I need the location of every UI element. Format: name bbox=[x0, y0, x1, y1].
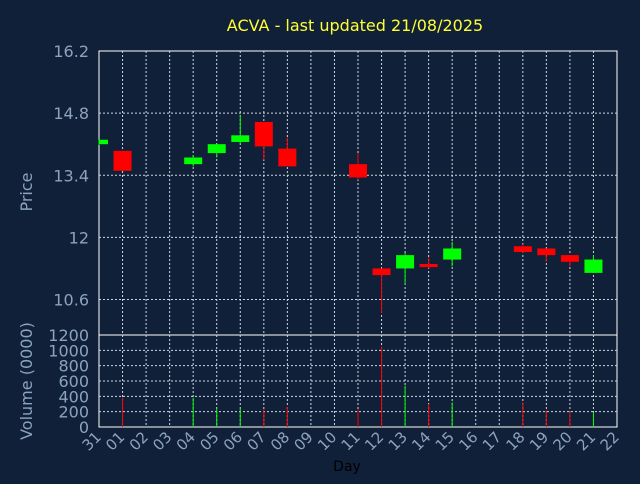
candle-body bbox=[184, 157, 203, 165]
candle-body bbox=[113, 150, 132, 171]
price-axis-label: Price bbox=[17, 172, 36, 211]
candle-body bbox=[419, 264, 438, 268]
volume-tick-label: 600 bbox=[58, 372, 89, 391]
x-tick-label: 08 bbox=[267, 428, 293, 454]
x-tick-label: 22 bbox=[597, 428, 623, 454]
candle-body bbox=[396, 255, 415, 269]
volume-tick-label: 400 bbox=[58, 387, 89, 406]
volume-tick-label: 0 bbox=[79, 418, 89, 437]
x-tick-label: 18 bbox=[502, 428, 528, 454]
candle-body bbox=[513, 246, 532, 253]
x-tick-label: 05 bbox=[196, 428, 222, 454]
volume-plot: 1200100080060040020003101020304050607080… bbox=[48, 326, 623, 454]
price-tick-label: 14.8 bbox=[53, 104, 89, 123]
price-plot: 16.2 14.8 13.4 12 10.6 bbox=[53, 42, 618, 336]
price-tick-label: 12 bbox=[69, 228, 89, 247]
x-tick-label: 11 bbox=[338, 428, 364, 454]
x-tick-label: 12 bbox=[361, 428, 387, 454]
candle-body bbox=[584, 259, 603, 273]
price-tick-label: 16.2 bbox=[53, 42, 89, 61]
x-tick-label: 14 bbox=[408, 428, 434, 454]
x-tick-label: 10 bbox=[314, 428, 340, 454]
candle-body bbox=[349, 164, 367, 178]
x-tick-label: 06 bbox=[220, 428, 246, 454]
candle-body bbox=[231, 135, 250, 142]
x-tick-label: 02 bbox=[126, 428, 152, 454]
candle-body bbox=[537, 248, 556, 256]
x-tick-label: 19 bbox=[526, 428, 552, 454]
candle-body bbox=[207, 144, 226, 154]
x-tick-label: 01 bbox=[102, 428, 128, 454]
x-tick-label: 13 bbox=[385, 428, 411, 454]
x-tick-label: 21 bbox=[573, 428, 599, 454]
volume-tick-label: 1000 bbox=[48, 341, 89, 360]
candle-body bbox=[560, 255, 579, 262]
candle-body bbox=[99, 139, 108, 145]
candle-body bbox=[372, 268, 391, 276]
x-tick-label: 15 bbox=[432, 428, 458, 454]
x-tick-label: 04 bbox=[173, 428, 199, 454]
x-tick-label: 09 bbox=[291, 428, 317, 454]
x-tick-label: 03 bbox=[149, 428, 175, 454]
volume-tick-label: 1200 bbox=[48, 326, 89, 345]
volume-tick-label: 200 bbox=[58, 403, 89, 422]
x-axis-label: Day bbox=[333, 459, 361, 475]
x-tick-label: 17 bbox=[479, 428, 505, 454]
chart-title: ACVA - last updated 21/08/2025 bbox=[227, 16, 483, 35]
candle-body bbox=[254, 122, 273, 147]
volume-tick-label: 800 bbox=[58, 357, 89, 376]
price-tick-label: 13.4 bbox=[53, 166, 89, 185]
volume-axis-label: Volume (0000) bbox=[17, 322, 36, 440]
x-tick-label: 20 bbox=[550, 428, 576, 454]
x-tick-label: 07 bbox=[243, 428, 269, 454]
candle-body bbox=[278, 148, 297, 167]
price-tick-label: 10.6 bbox=[53, 291, 89, 310]
x-tick-label: 16 bbox=[455, 428, 481, 454]
candle-body bbox=[443, 248, 462, 260]
